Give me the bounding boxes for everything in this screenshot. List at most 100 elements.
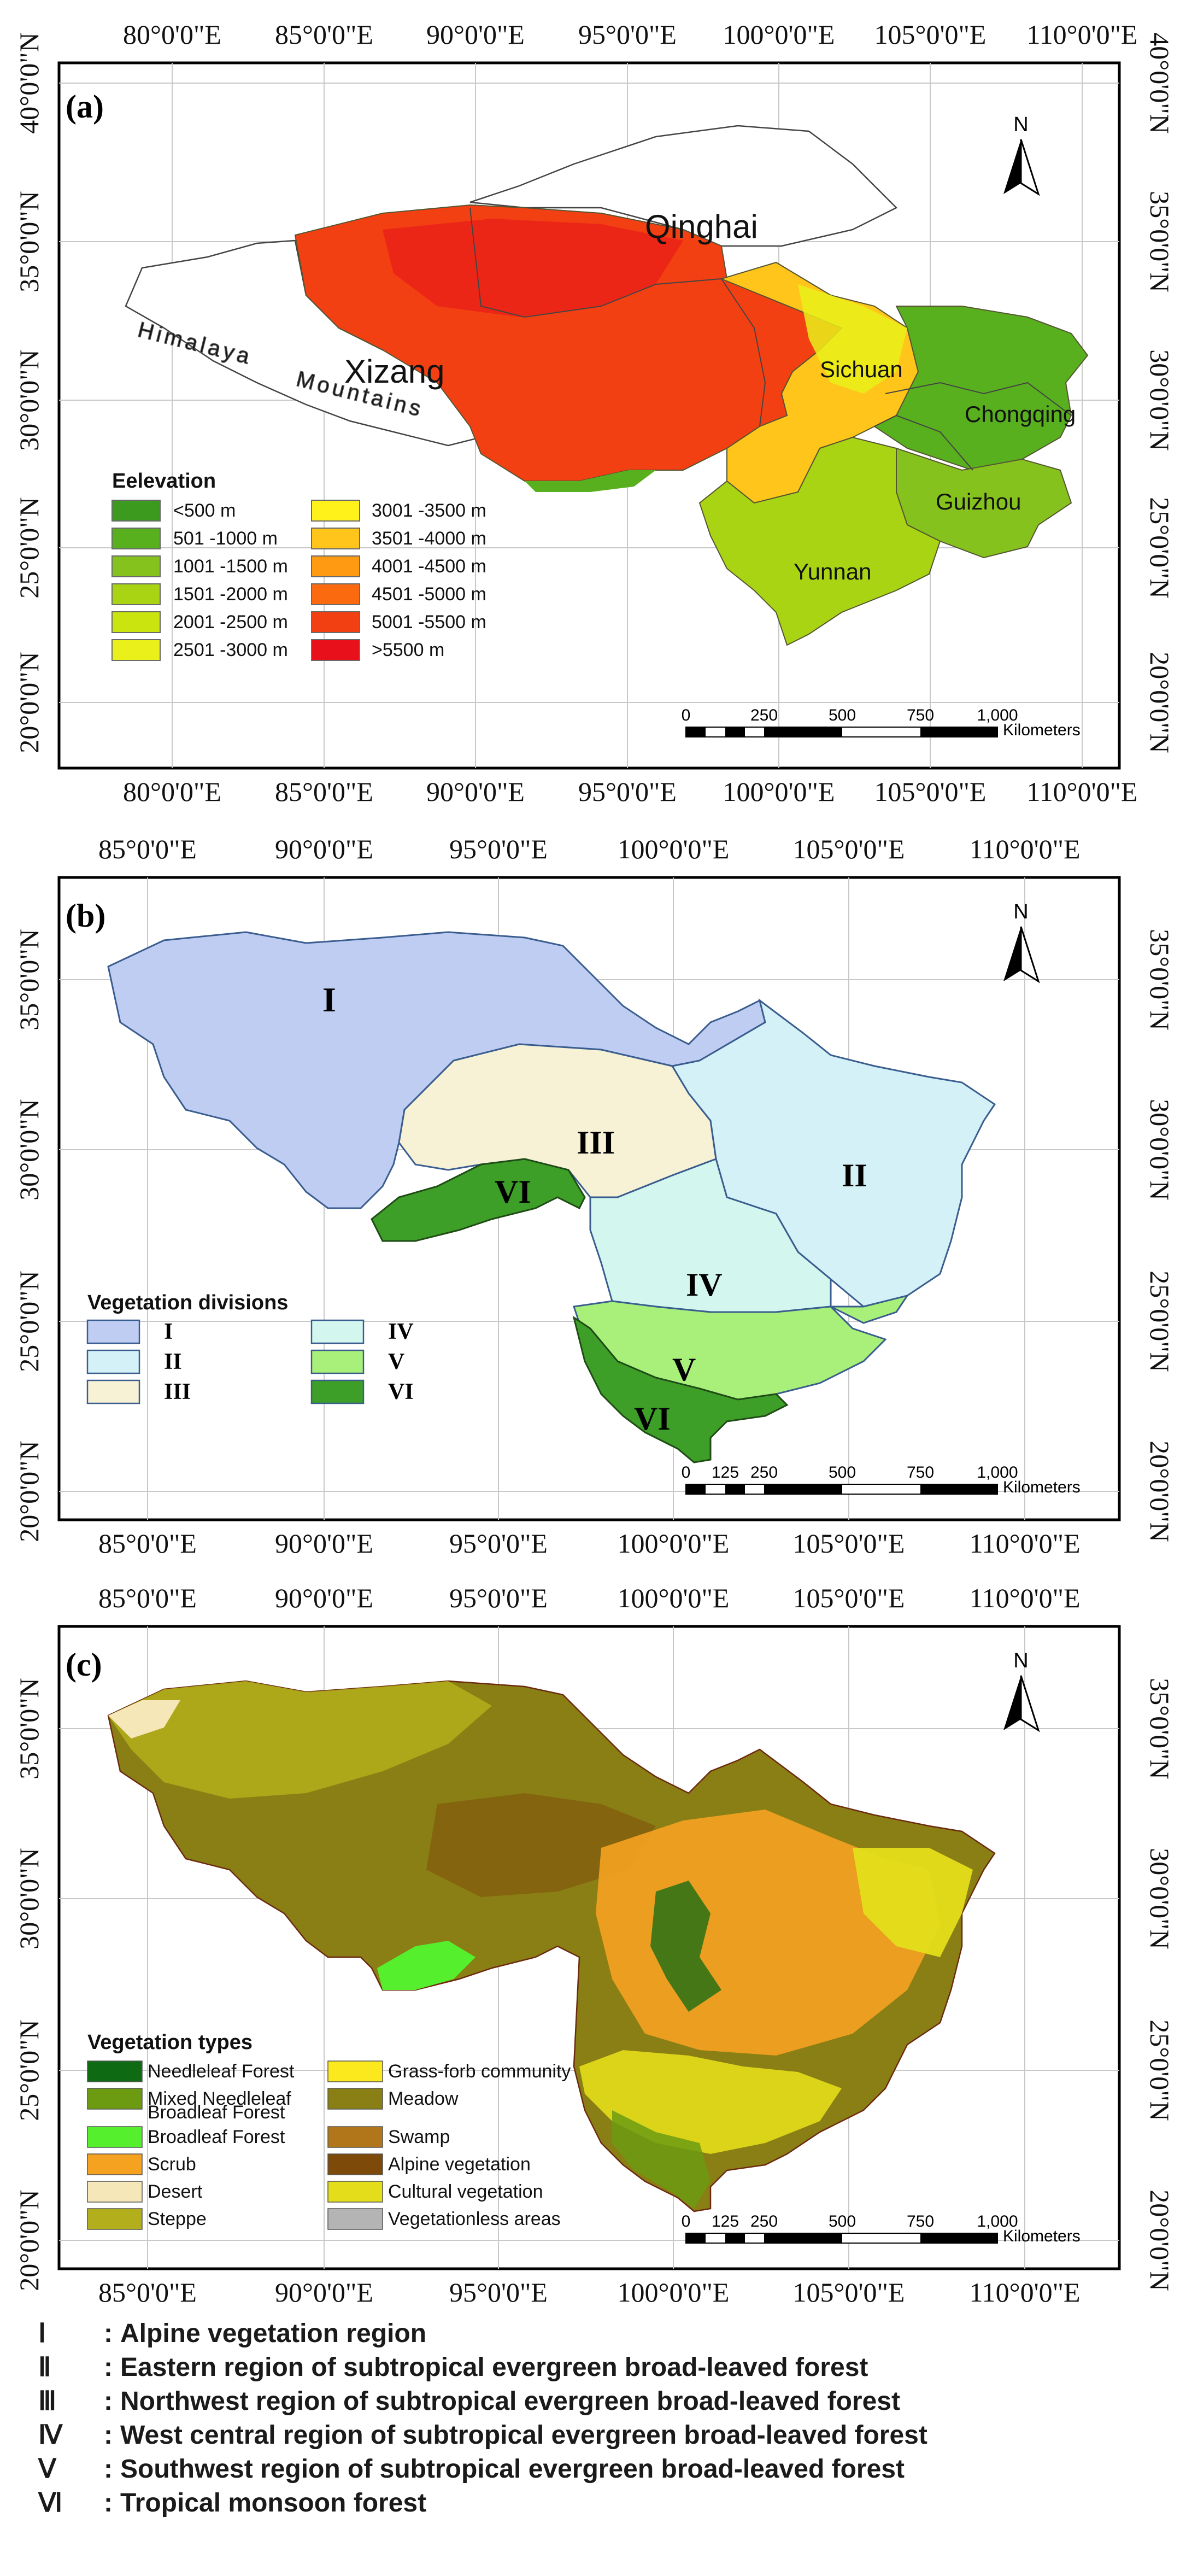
lat-tick-label-right: 35°0'0"N: [1144, 191, 1175, 292]
legend-label: Scrub: [148, 2154, 196, 2175]
region-key-number: Ⅰ: [38, 2319, 46, 2348]
legend-label: 3501 -4000 m: [372, 528, 486, 549]
region-label-I: I: [322, 980, 336, 1019]
region-key-item: Ⅳ : West central region of subtropical e…: [38, 2421, 927, 2450]
lat-tick-label-left: 30°0'0"N: [14, 349, 44, 451]
lon-tick-label-top: 90°0'0"E: [275, 834, 373, 864]
legend-swatch: [327, 2060, 383, 2082]
legend-label: Grass-forb community: [388, 2061, 571, 2082]
lon-tick-label-bottom: 90°0'0"E: [426, 776, 525, 807]
scale-tick-label: 500: [829, 1463, 856, 1482]
province-boundaries: [469, 207, 1072, 471]
region-V-east-strip: [830, 1294, 909, 1324]
legend-swatch: [87, 2208, 143, 2230]
lon-tick-label-bottom: 100°0'0"E: [618, 2277, 730, 2308]
legend-swatch: [327, 2208, 383, 2230]
legend-title: Vegetation divisions: [87, 1291, 288, 1314]
scale-bar-a: 0 250 500 750 1,000 Kilometers: [682, 706, 1081, 739]
lat-tick-label-left: 25°0'0"N: [14, 2019, 44, 2121]
scale-bar-c: 0 125 250 500 750 1,000 Kilometers: [682, 2212, 1081, 2245]
scale-tick-label: 750: [907, 2212, 934, 2230]
lon-tick-label-top: 85°0'0"E: [98, 834, 197, 864]
legend-swatch: [311, 555, 360, 577]
lat-tick-label-right: 25°0'0"N: [1144, 497, 1175, 599]
lon-tick-label-top: 90°0'0"E: [426, 19, 525, 50]
lat-tick-label-right: 35°0'0"N: [1144, 1678, 1175, 1779]
legend-label: Vegetationless areas: [388, 2209, 561, 2229]
lon-tick-label-top: 80°0'0"E: [123, 19, 221, 50]
region-key-text: Northwest region of subtropical evergree…: [120, 2387, 900, 2416]
lon-tick-label-top: 85°0'0"E: [275, 19, 373, 50]
legend-swatch: [327, 2181, 383, 2203]
region-key-item: Ⅲ : Northwest region of subtropical ever…: [38, 2387, 900, 2416]
scale-tick-label: 250: [750, 706, 778, 724]
lat-tick-label-right: 20°0'0"N: [1144, 1441, 1175, 1542]
lon-tick-label-bottom: 105°0'0"E: [793, 1528, 905, 1559]
scale-tick-label: 750: [907, 706, 934, 724]
legend-label: Cultural vegetation: [388, 2181, 543, 2202]
lat-tick-label-left: 25°0'0"N: [14, 497, 44, 599]
legend-label: Steppe: [148, 2209, 207, 2229]
lon-tick-label-top: 85°0'0"E: [98, 1583, 197, 1613]
scale-tick-label: 0: [682, 1463, 691, 1482]
legend-title: Vegetation types: [87, 2031, 253, 2054]
lon-tick-label-bottom: 95°0'0"E: [578, 776, 677, 807]
legend-swatch: [111, 555, 161, 577]
vegetation-broadleaf-south: [377, 1941, 475, 1990]
legend-swatch: [311, 611, 360, 633]
lon-tick-label-bottom: 100°0'0"E: [723, 776, 835, 807]
region-key-item: Ⅴ : Southwest region of subtropical ever…: [38, 2455, 905, 2484]
elevation-yunnan: [698, 436, 941, 646]
legend-label: Needleleaf Forest: [148, 2061, 295, 2082]
panel-c-map: (c) N Vegetation types Needleleaf Forest…: [14, 1583, 1175, 2308]
scale-bar-b: 0 125 250 500 750 1,000 Kilometers: [682, 1463, 1081, 1496]
north-arrow-icon: N: [1003, 113, 1040, 196]
lon-tick-label-top: 95°0'0"E: [449, 1583, 548, 1613]
region-key-number: Ⅳ: [38, 2421, 63, 2450]
legend-swatch: [311, 583, 360, 605]
lat-tick-label-right: 30°0'0"N: [1144, 1099, 1175, 1201]
panel-c: (c) N Vegetation types Needleleaf Forest…: [0, 1564, 1186, 2318]
north-arrow-icon: N: [1003, 900, 1040, 983]
region-label-V: V: [672, 1351, 696, 1387]
region-label-IV: IV: [686, 1267, 723, 1303]
region-key-text: Tropical monsoon forest: [120, 2489, 427, 2518]
region-key-item: Ⅰ : Alpine vegetation region: [38, 2319, 427, 2348]
legend-label: II: [164, 1349, 182, 1374]
vegetation-types-legend: Vegetation types Needleleaf Forest Mixed …: [87, 2031, 571, 2230]
panel-b-label: (b): [66, 898, 105, 934]
legend-label: 4001 -4500 m: [372, 556, 486, 577]
label-sichuan: Sichuan: [820, 356, 903, 382]
vegetation-mixed-south: [612, 2110, 711, 2209]
legend-swatch: [311, 639, 360, 661]
legend-label: I: [164, 1319, 173, 1344]
legend-label: 1001 -1500 m: [173, 556, 288, 577]
legend-label: Desert: [148, 2181, 203, 2202]
north-label: N: [1013, 113, 1028, 136]
legend-swatch: [86, 1319, 140, 1344]
vegetation-steppe-west: [108, 1681, 492, 1799]
lat-tick-label-right: 20°0'0"N: [1144, 652, 1175, 753]
vegetation-cultural-basin: [853, 1848, 973, 1957]
legend-mixed-second-line: Broadleaf Forest: [148, 2102, 285, 2123]
scale-tick-label: 1,000: [977, 706, 1018, 724]
legend-swatch: [327, 2153, 383, 2175]
scale-tick-label: 125: [712, 2212, 739, 2230]
legend-label: 3001 -3500 m: [372, 500, 486, 521]
legend-swatch: [311, 528, 360, 549]
elevation-high-plateau: [383, 219, 683, 317]
legend-label: 501 -1000 m: [173, 528, 278, 549]
legend-label: III: [164, 1379, 191, 1404]
lat-tick-label-right: 30°0'0"N: [1144, 349, 1175, 451]
lon-tick-label-bottom: 110°0'0"E: [969, 1528, 1080, 1559]
legend-label: 1501 -2000 m: [173, 584, 288, 605]
lon-tick-label-top: 105°0'0"E: [793, 834, 905, 864]
legend-label: Broadleaf Forest: [148, 2127, 285, 2147]
elevation-sichuan-basin: [873, 306, 1089, 471]
panel-b-tick-labels: 85°0'0"E 85°0'0"E 90°0'0"E 90°0'0"E 95°0'0"E…: [14, 834, 1175, 1559]
legend-swatch: [87, 2126, 143, 2148]
vegetation-alpine-central: [426, 1793, 656, 1897]
lon-tick-label-top: 100°0'0"E: [618, 834, 730, 864]
lon-tick-label-top: 110°0'0"E: [969, 834, 1080, 864]
legend-label: 2501 -3000 m: [173, 640, 288, 660]
